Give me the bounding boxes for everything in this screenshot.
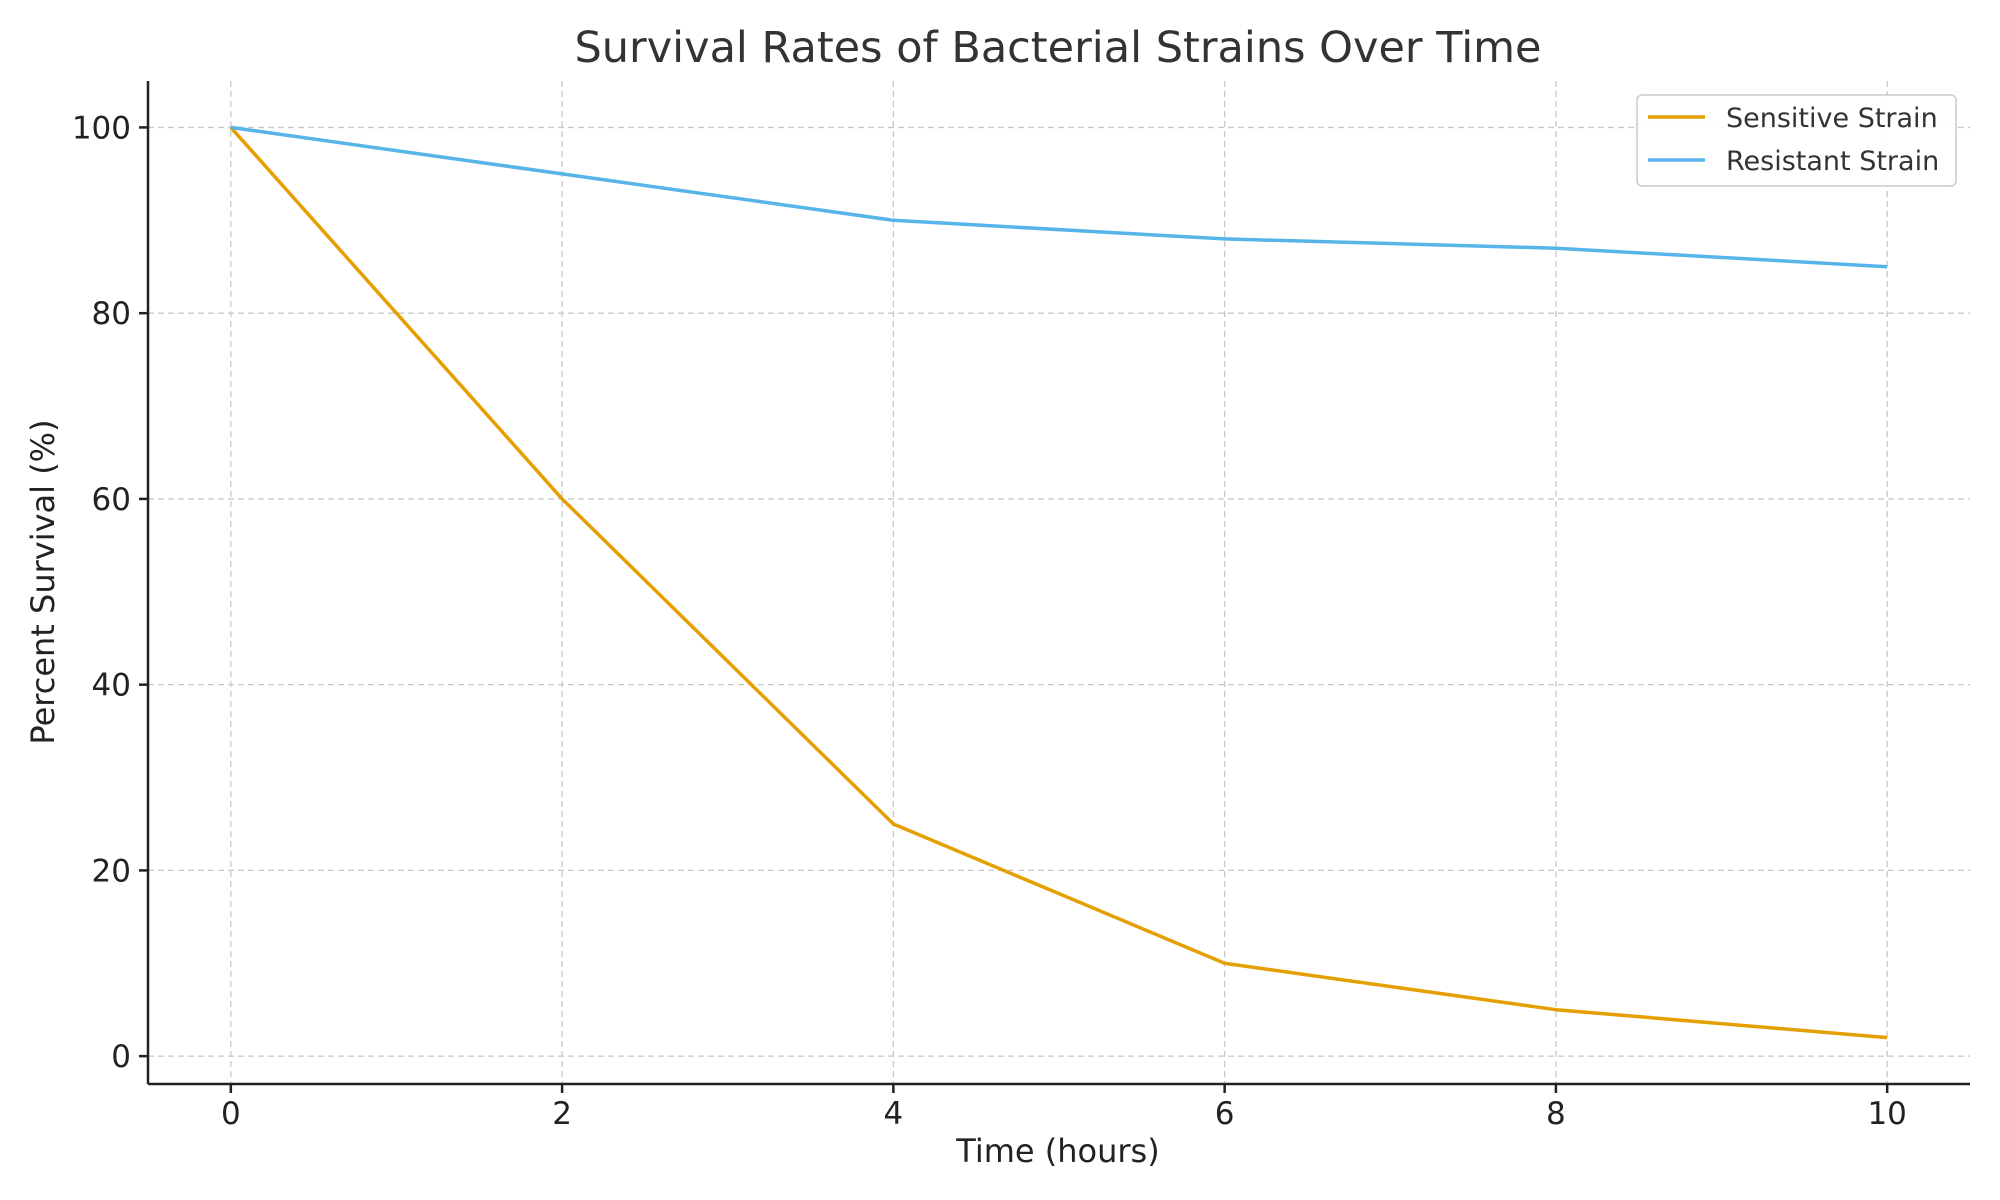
y-axis-label: Percent Survival (%) <box>24 419 62 744</box>
y-tick-label-20: 20 <box>92 853 131 889</box>
grid-lines <box>148 81 1970 1084</box>
series-line-resistant-strain <box>230 125 1888 269</box>
x-tick-label-4: 4 <box>883 1096 903 1132</box>
x-tick-label-10: 10 <box>1867 1096 1906 1132</box>
axes <box>139 81 1970 1093</box>
legend: Sensitive Strain Resistant Strain <box>1636 94 1957 187</box>
legend-label-resistant-strain: Resistant Strain <box>1726 146 1939 177</box>
y-tick-label-60: 60 <box>92 482 131 518</box>
chart-title: Survival Rates of Bacterial Strains Over… <box>575 23 1542 73</box>
x-tick-label-2: 2 <box>552 1096 572 1132</box>
series-line-sensitive-strain <box>229 126 1888 1040</box>
y-tick-label-0: 0 <box>111 1039 131 1075</box>
y-tick-label-40: 40 <box>92 668 131 704</box>
legend-label-sensitive-strain: Sensitive Strain <box>1726 103 1938 134</box>
y-tick-label-100: 100 <box>72 110 131 146</box>
x-tick-label-8: 8 <box>1546 1096 1566 1132</box>
x-tick-label-0: 0 <box>221 1096 241 1132</box>
series-lines <box>229 125 1888 1040</box>
legend-box <box>1636 94 1957 187</box>
y-tick-label-80: 80 <box>92 296 131 332</box>
x-axis-label: Time (hours) <box>955 1132 1159 1170</box>
x-tick-label-6: 6 <box>1215 1096 1235 1132</box>
